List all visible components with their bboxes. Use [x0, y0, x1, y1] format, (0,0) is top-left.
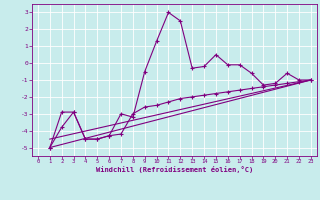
X-axis label: Windchill (Refroidissement éolien,°C): Windchill (Refroidissement éolien,°C): [96, 166, 253, 173]
